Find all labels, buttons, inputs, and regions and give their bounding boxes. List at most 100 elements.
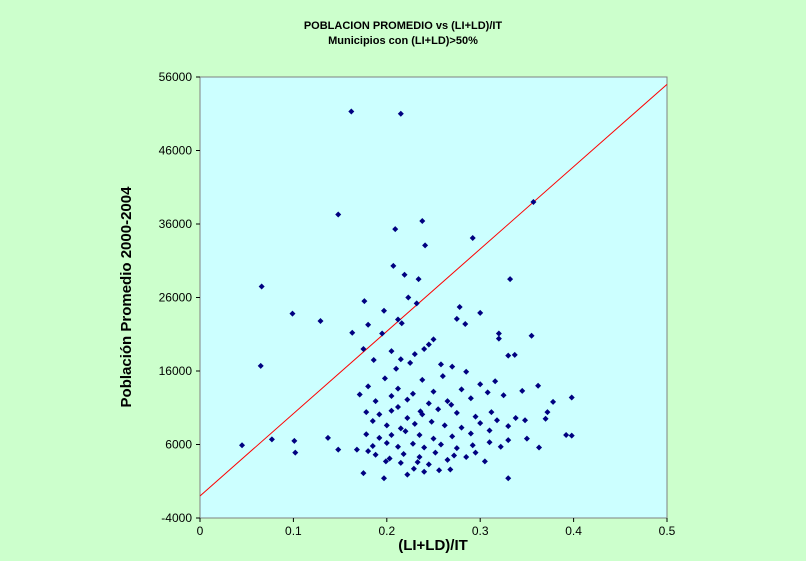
data-point	[453, 315, 460, 322]
data-point	[388, 392, 395, 399]
data-point	[456, 304, 463, 311]
data-point	[447, 466, 454, 473]
data-point	[372, 398, 379, 405]
data-point	[376, 434, 383, 441]
data-point	[410, 465, 417, 472]
data-point	[505, 437, 512, 444]
data-point	[512, 415, 519, 422]
data-point	[258, 283, 265, 290]
data-point	[472, 449, 479, 456]
data-point	[361, 298, 368, 305]
chart-subtitle: Municipios con (LI+LD)>50%	[328, 35, 478, 47]
data-point	[417, 408, 424, 415]
data-point	[484, 389, 491, 396]
data-point	[448, 401, 455, 408]
data-point	[353, 446, 360, 453]
data-point	[421, 444, 428, 451]
x-tick-label: 0.3	[472, 524, 489, 538]
data-point	[486, 427, 493, 434]
data-point	[497, 443, 504, 450]
data-point	[428, 418, 435, 425]
data-point	[467, 430, 474, 437]
y-axis-label: Población Promedio 2000-2004	[118, 186, 135, 408]
data-point	[409, 440, 416, 447]
x-axis-label: (LI+LD)/IT	[398, 537, 468, 554]
data-point	[416, 453, 423, 460]
data-point	[535, 382, 542, 389]
data-point	[477, 309, 484, 316]
data-point	[495, 330, 502, 337]
data-point	[522, 417, 529, 424]
data-point	[477, 420, 484, 427]
data-point	[348, 108, 355, 115]
data-point	[395, 404, 402, 411]
data-point	[519, 387, 526, 394]
data-point	[395, 443, 402, 450]
reference-line	[199, 83, 668, 497]
data-point	[372, 451, 379, 458]
data-point	[404, 415, 411, 422]
x-tick-label: 0.4	[565, 524, 582, 538]
data-point	[544, 409, 551, 416]
data-point	[382, 458, 389, 465]
x-tick-label: 0.1	[285, 524, 302, 538]
data-point	[469, 442, 476, 449]
data-point	[257, 362, 264, 369]
data-point	[507, 276, 514, 283]
data-point	[472, 413, 479, 420]
data-point	[505, 475, 512, 482]
y-tick-label: 46000	[159, 144, 193, 158]
data-point	[563, 431, 570, 438]
data-point	[381, 375, 388, 382]
data-point	[449, 363, 456, 370]
data-point	[363, 431, 370, 438]
data-point	[458, 386, 465, 393]
data-point	[467, 395, 474, 402]
data-point	[335, 446, 342, 453]
x-axis-ticks: 0 0.1 0.2 0.3 0.4 0.5	[197, 518, 676, 538]
data-point	[430, 388, 437, 395]
data-point	[422, 242, 429, 249]
data-point	[463, 368, 470, 375]
data-point	[453, 445, 460, 452]
data-point	[568, 394, 575, 401]
data-point	[511, 351, 518, 358]
data-point	[392, 226, 399, 233]
data-point	[360, 345, 367, 352]
data-point	[388, 431, 395, 438]
data-point	[488, 409, 495, 416]
data-point	[494, 417, 501, 424]
data-point	[453, 409, 460, 416]
data-point	[388, 348, 395, 355]
data-point	[458, 424, 465, 431]
data-point	[425, 400, 432, 407]
data-point	[523, 435, 530, 442]
data-point	[505, 423, 512, 430]
data-point	[239, 442, 246, 449]
data-point	[530, 198, 537, 205]
data-point	[335, 211, 342, 218]
data-point	[388, 407, 395, 414]
plot-area	[199, 76, 668, 519]
data-point	[413, 300, 420, 307]
data-point	[492, 378, 499, 385]
data-point	[463, 453, 470, 460]
data-point	[425, 341, 432, 348]
data-point	[400, 451, 407, 458]
data-point	[477, 381, 484, 388]
data-point	[437, 361, 444, 368]
data-point	[444, 398, 451, 405]
data-point	[365, 448, 372, 455]
data-point	[405, 294, 412, 301]
data-point	[411, 351, 418, 358]
y-tick-label: 56000	[159, 70, 193, 84]
data-point	[419, 218, 426, 225]
data-point	[568, 432, 575, 439]
data-point	[421, 345, 428, 352]
data-point	[349, 329, 356, 336]
data-point	[370, 356, 377, 363]
data-point	[395, 316, 402, 323]
y-tick-label: 6000	[165, 438, 192, 452]
